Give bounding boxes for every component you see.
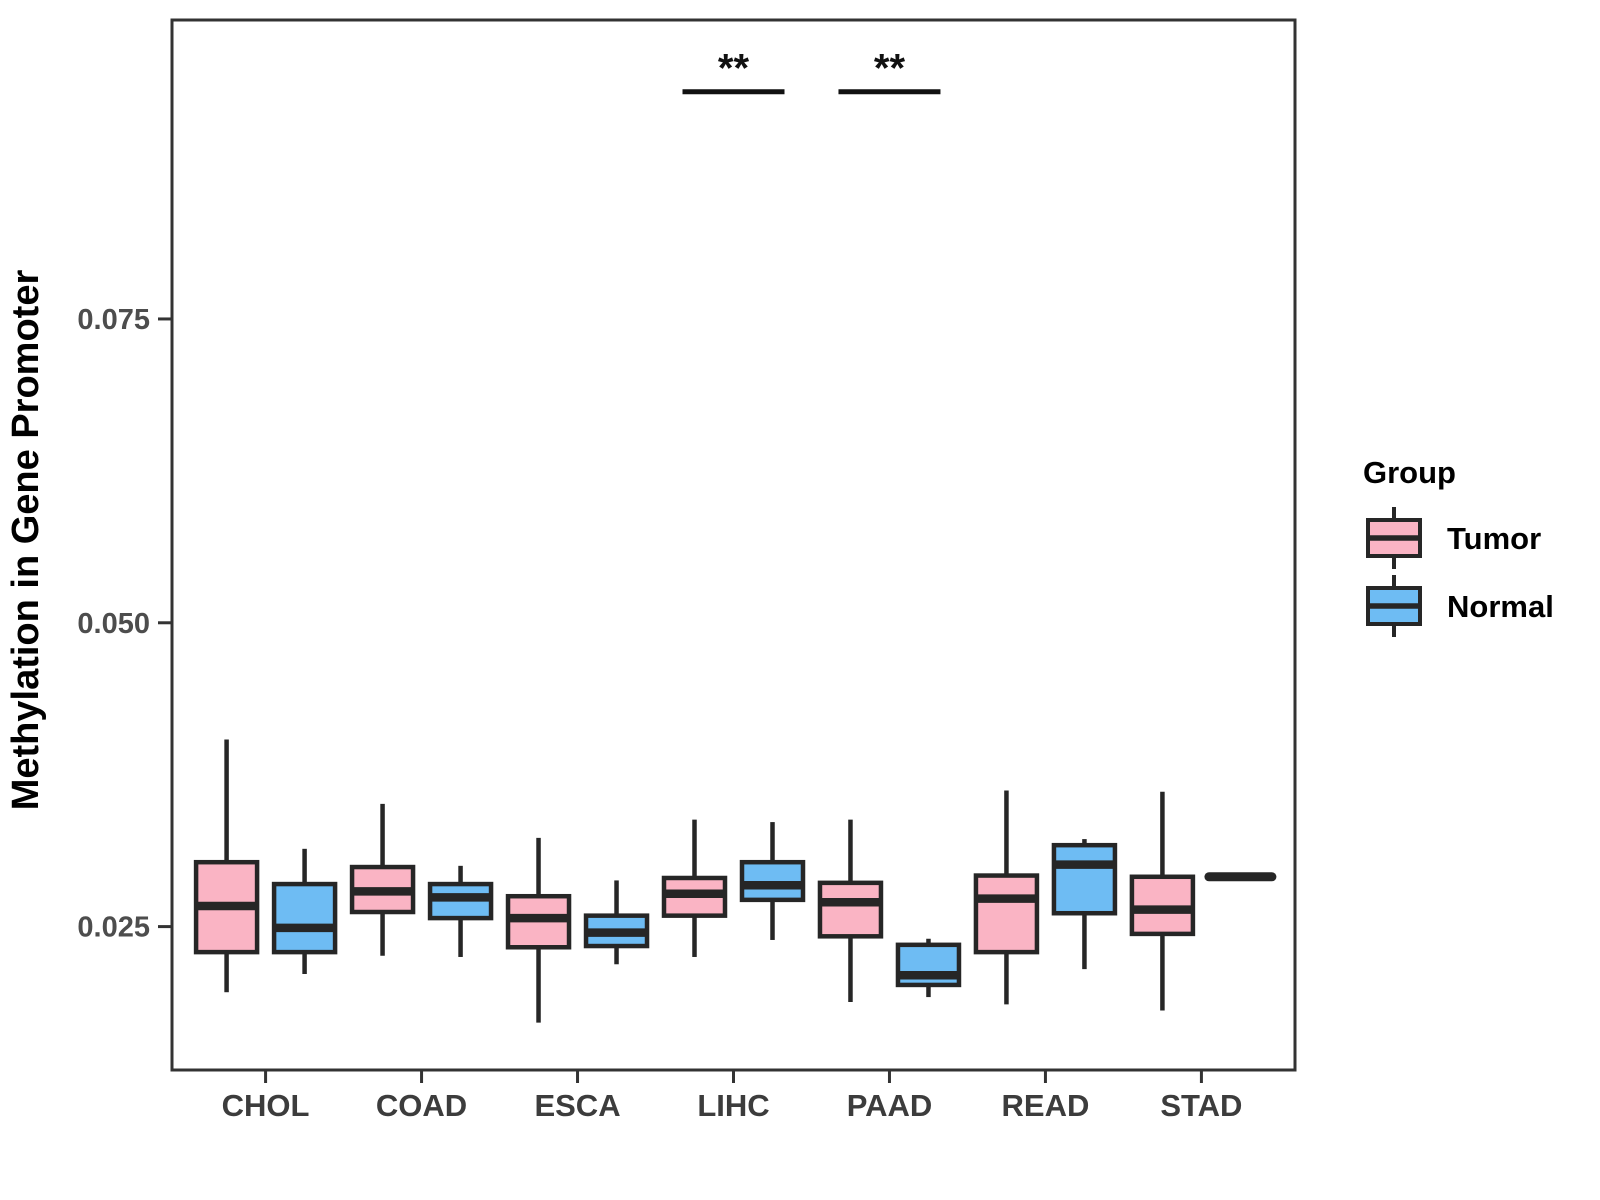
legend-item-tumor: Tumor [1366, 507, 1541, 569]
y-tick-label: 0.025 [77, 912, 150, 944]
boxplot-paad-normal [895, 938, 962, 998]
iqr-box [817, 880, 884, 939]
legend-label-normal: Normal [1447, 589, 1554, 624]
x-tick-label-stad: STAD [1160, 1088, 1242, 1123]
significance-marker-lihc: ** [682, 47, 785, 95]
boxplot-lihc-normal [739, 822, 806, 940]
boxplot-coad-tumor [349, 803, 416, 956]
boxplot-lihc-tumor [661, 819, 728, 957]
x-tick-label-paad: PAAD [847, 1088, 933, 1123]
x-tick-label-read: READ [1002, 1088, 1090, 1123]
panel-border [170, 18, 1297, 1072]
boxplot-stad-tumor [1129, 791, 1196, 1011]
boxplot-paad-tumor [817, 819, 884, 1002]
y-axis-title: Methylation in Gene Promoter [5, 270, 47, 811]
significance-label: ** [718, 47, 750, 91]
y-tick-label: 0.050 [77, 608, 150, 640]
significance-marker-paad: ** [838, 47, 941, 95]
legend: Group Tumor Normal [1363, 455, 1554, 637]
legend-label-tumor: Tumor [1447, 521, 1541, 556]
boxplot-coad-normal [427, 865, 494, 957]
legend-title: Group [1363, 455, 1456, 490]
iqr-box [271, 881, 338, 955]
x-tick-label-chol: CHOL [222, 1088, 310, 1123]
legend-item-normal: Normal [1366, 575, 1554, 637]
x-tick-label-lihc: LIHC [697, 1088, 769, 1123]
y-tick-label: 0.075 [77, 304, 150, 336]
x-tick-label-esca: ESCA [534, 1088, 620, 1123]
boxplot-chol-tumor [193, 739, 260, 993]
boxplot-chol-normal [271, 848, 338, 974]
x-tick-label-coad: COAD [376, 1088, 467, 1123]
boxplot-esca-normal [583, 880, 650, 965]
significance-label: ** [874, 47, 906, 91]
boxplot-read-tumor [973, 790, 1040, 1005]
iqr-box [973, 873, 1040, 955]
iqr-box [739, 859, 806, 903]
iqr-box [1129, 874, 1196, 937]
boxplot-esca-tumor [505, 837, 572, 1023]
iqr-box [1051, 842, 1118, 916]
boxplot-read-normal [1051, 839, 1118, 970]
